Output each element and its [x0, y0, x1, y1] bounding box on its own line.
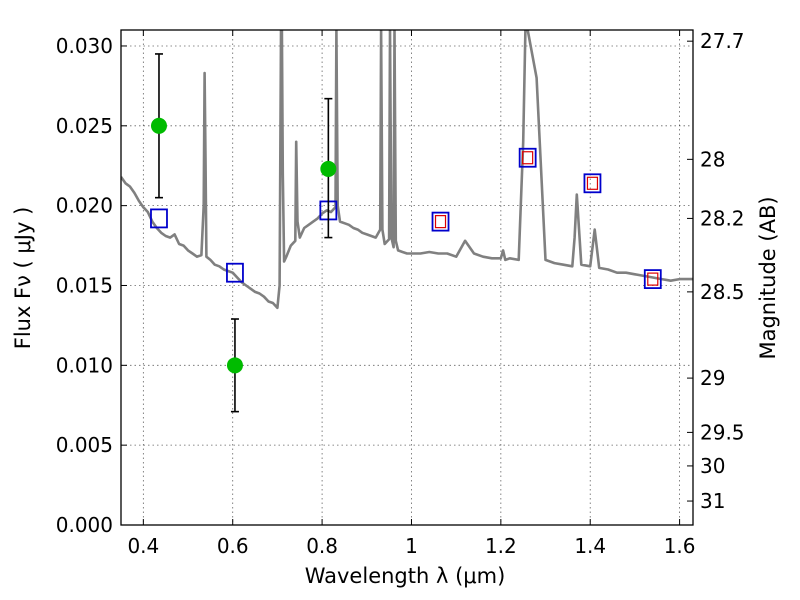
y-tick-label: 0.015: [56, 273, 113, 297]
y-tick-label: 0.000: [56, 513, 113, 537]
right-tick-label: 28.2: [700, 206, 745, 230]
synthetic-point: [518, 147, 537, 168]
synthetic-point-inner: [522, 151, 534, 165]
synthetic-point-inner: [434, 215, 447, 229]
synthetic-point: [226, 262, 244, 283]
model-spectrum-layer: [121, 30, 693, 310]
right-tick-label: 29: [700, 366, 725, 390]
right-tick-label: 28: [700, 147, 725, 171]
right-tick-label: 28.5: [700, 280, 745, 304]
right-tick-label: 27.7: [700, 29, 745, 53]
synthetic-photometry-layer: [150, 147, 662, 289]
y-tick-label: 0.005: [56, 433, 113, 457]
y-tick-label: 0.030: [56, 34, 113, 58]
right-tick-label: 31: [700, 489, 725, 513]
x-tick-label: 1: [405, 534, 418, 558]
right-tick-label: 30: [700, 454, 725, 478]
x-tick-label: 0.4: [127, 534, 159, 558]
y-tick-label: 0.020: [56, 194, 113, 218]
synthetic-point: [150, 208, 168, 229]
x-tick-label: 0.6: [217, 534, 249, 558]
x-tick-label: 1.6: [664, 534, 696, 558]
right-tick-label: 29.5: [700, 420, 745, 444]
x-axis-label: Wavelength λ (μm): [305, 564, 506, 588]
x-tick-label: 1.4: [574, 534, 606, 558]
synthetic-point-inner: [647, 272, 659, 286]
x-axis-ticks: 0.4 0.6 0.8 1 1.2 1.4 1.6: [127, 30, 696, 558]
synthetic-point: [583, 173, 602, 194]
synthetic-point: [431, 211, 450, 232]
observed-point: [226, 357, 243, 374]
observed-point: [320, 160, 337, 177]
y-tick-label: 0.010: [56, 353, 113, 377]
right-axis-label: Magnitude (AB): [756, 196, 780, 359]
grid-lines: [121, 30, 693, 526]
synthetic-point-inner: [586, 176, 599, 190]
x-tick-label: 0.8: [306, 534, 338, 558]
y-axis-label: Flux Fν ( μJy ): [11, 207, 35, 350]
plot-area: [121, 30, 693, 525]
observed-point: [150, 117, 167, 134]
synthetic-point: [643, 269, 662, 289]
y-axis-ticks: 0.000 0.005 0.010 0.015 0.020 0.025 0.030: [56, 34, 127, 537]
y-tick-label: 0.025: [56, 114, 113, 138]
observed-photometry-layer: [150, 53, 337, 413]
x-tick-label: 1.2: [485, 534, 517, 558]
right-axis-ticks: 27.7 28 28.2 28.5 29 29.5 30 31: [687, 29, 745, 513]
model-spectrum-line: [121, 30, 693, 310]
plot-frame: [120, 29, 694, 526]
